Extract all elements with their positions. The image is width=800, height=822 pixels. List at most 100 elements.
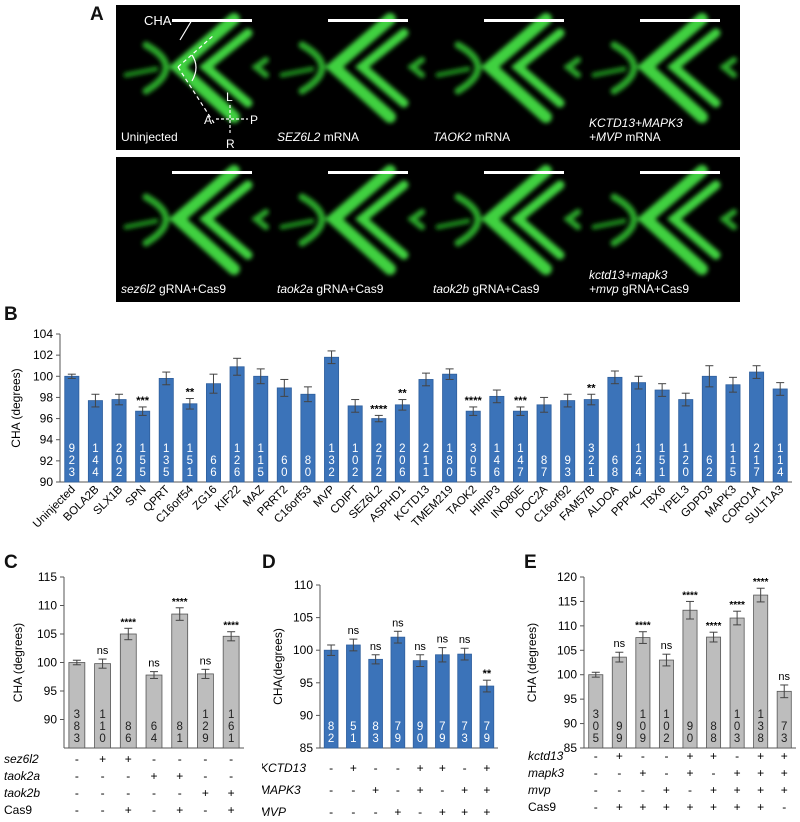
sample-size-digit: 0 [305, 467, 311, 479]
y-tick-label: 120 [557, 570, 577, 584]
condition-mark: + [781, 783, 788, 797]
condition-label: sez6l2 [4, 752, 39, 766]
condition-mark: - [594, 749, 598, 763]
scale-bar [328, 19, 408, 22]
sample-size-digit: 8 [305, 455, 311, 467]
panel-b-letter: B [4, 304, 18, 325]
sample-size-digit: 4 [777, 467, 784, 479]
condition-mark: - [152, 752, 156, 766]
axis-cross [216, 105, 248, 133]
condition-mark: + [228, 786, 235, 800]
sample-size-digit: 0 [734, 721, 740, 733]
y-tick-label: 90 [44, 713, 58, 727]
sample-size-digit: 6 [281, 455, 287, 467]
condition-label: Cas9 [528, 800, 556, 814]
panel-d-letter: D [262, 552, 276, 573]
condition-mark: + [394, 805, 401, 819]
image-caption: KCTD13+MAPK3 +MVP mRNA [589, 116, 683, 144]
condition-mark: - [101, 769, 105, 783]
panel-a-letter: A [90, 4, 104, 25]
sample-size-digit: 6 [151, 721, 157, 733]
condition-mark: - [396, 783, 400, 797]
image-caption: sez6l2 gRNA+Cas9 [121, 282, 227, 296]
condition-mark: + [99, 752, 106, 766]
sample-size-digit: 1 [635, 443, 641, 455]
y-axis-label: CHA (degrees) [525, 623, 539, 702]
sample-size-digit: 1 [163, 443, 169, 455]
significance-label: ns [148, 658, 160, 670]
y-tick-label: 85 [300, 741, 314, 755]
sample-size-digit: 2 [663, 733, 669, 745]
condition-mark: + [639, 766, 646, 780]
sample-size-digit: 5 [139, 455, 145, 467]
condition-mark: - [641, 783, 645, 797]
condition-mark: - [594, 800, 598, 814]
condition-mark: + [176, 769, 183, 783]
sample-size-digit: 2 [423, 443, 429, 455]
condition-mark: - [396, 761, 400, 775]
y-axis-label: CHA(degrees) [271, 628, 285, 705]
sample-size-digit: 4 [635, 467, 642, 479]
cha-arc [191, 54, 197, 82]
category-label: KIF22 [213, 484, 243, 514]
sample-size-digit: 0 [663, 721, 669, 733]
sample-size-digit: 3 [588, 443, 594, 455]
sample-size-digit: 2 [376, 443, 382, 455]
sample-size-digit: 3 [461, 733, 467, 745]
embryo-image: kctd13+mapk3 +mvp gRNA+Cas9 [584, 157, 740, 302]
sample-size-digit: 2 [116, 443, 122, 455]
significance-label: **** [682, 590, 698, 601]
condition-mark: + [439, 761, 446, 775]
condition-mark: + [686, 749, 693, 763]
condition-mark: + [461, 805, 468, 819]
sample-size-digit: 1 [588, 467, 594, 479]
y-tick-label: 100 [37, 656, 57, 670]
y-tick-label: 115 [558, 594, 577, 608]
y-tick-label: 100 [33, 369, 53, 383]
sample-size-digit: 5 [139, 467, 145, 479]
y-tick-label: 92 [40, 454, 54, 468]
sample-size-digit: 2 [376, 467, 382, 479]
y-tick-label: 100 [293, 643, 313, 657]
sample-size-digit: 6 [210, 455, 216, 467]
condition-mark: - [782, 800, 786, 814]
condition-mark: + [461, 783, 468, 797]
sample-size-digit: 9 [616, 733, 622, 745]
sample-size-digit: 3 [734, 733, 740, 745]
sample-size-digit: 1 [99, 721, 105, 733]
condition-mark: - [229, 752, 233, 766]
sample-size-digit: 2 [328, 733, 334, 745]
condition-mark: - [126, 769, 130, 783]
significance-label: **** [706, 621, 722, 632]
sample-size-digit: 2 [588, 455, 594, 467]
sample-size-digit: 5 [659, 455, 665, 467]
significance-label: ** [483, 668, 492, 680]
condition-mark: - [75, 752, 79, 766]
condition-mark: - [329, 761, 333, 775]
sample-size-digit: 3 [593, 709, 599, 721]
y-tick-label: 100 [557, 668, 577, 682]
cha-pointer [179, 19, 193, 41]
scale-bar [172, 19, 252, 22]
y-tick-label: 85 [564, 741, 578, 755]
panel-e-letter: E [524, 552, 537, 573]
sample-size-digit: 1 [757, 709, 763, 721]
condition-mark: + [734, 766, 741, 780]
condition-mark: + [350, 761, 357, 775]
significance-label: ns [437, 634, 449, 646]
sample-size-digit: 7 [753, 467, 759, 479]
condition-mark: - [594, 783, 598, 797]
sample-size-digit: 3 [328, 455, 334, 467]
sample-size-digit: 1 [228, 709, 234, 721]
sample-size-digit: 4 [92, 467, 99, 479]
sample-size-digit: 6 [234, 467, 240, 479]
sample-size-digit: 7 [484, 721, 490, 733]
sample-size-digit: 3 [757, 721, 763, 733]
sample-size-digit: 3 [372, 733, 378, 745]
scale-bar [172, 171, 252, 174]
y-tick-label: 90 [300, 708, 314, 722]
sample-size-digit: 8 [125, 721, 131, 733]
condition-mark: + [663, 783, 670, 797]
image-caption: SEZ6L2 mRNA [277, 130, 360, 144]
